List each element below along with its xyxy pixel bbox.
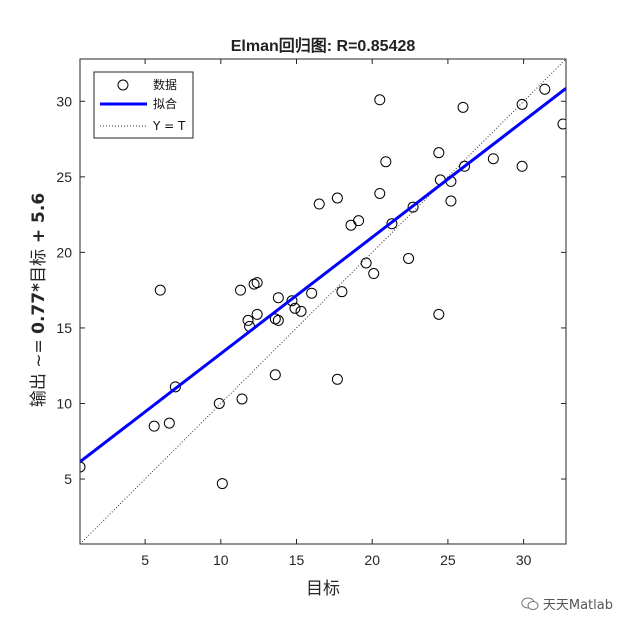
y-tick-label: 25: [56, 169, 72, 185]
data-point: [360, 257, 372, 269]
x-tick-label: 20: [364, 552, 380, 568]
data-point: [487, 153, 499, 165]
data-point: [516, 160, 528, 172]
legend: 数据 拟合 Y = T: [93, 71, 194, 139]
y-tick-label: 5: [64, 471, 72, 487]
data-point: [234, 284, 246, 296]
data-point: [433, 308, 445, 320]
data-point: [286, 295, 298, 307]
data-point: [403, 252, 415, 264]
data-point: [331, 192, 343, 204]
data-point: [272, 314, 284, 326]
y-tick-label: 15: [56, 320, 72, 336]
data-point: [331, 373, 343, 385]
legend-label-data: 数据: [153, 77, 177, 92]
y-tick-label: 30: [56, 93, 72, 109]
data-point: [368, 268, 380, 280]
data-point: [407, 201, 419, 213]
data-point: [433, 147, 445, 159]
y-tick-label: 20: [56, 244, 72, 260]
data-point: [213, 397, 225, 409]
data-point: [169, 381, 181, 393]
chart-title: Elman回归图: R=0.85428: [231, 36, 416, 55]
data-point: [236, 393, 248, 405]
wechat-icon: [521, 597, 539, 610]
data-point: [539, 83, 551, 95]
y-tick-label: 10: [56, 395, 72, 411]
data-point: [459, 160, 471, 172]
data-point: [374, 187, 386, 199]
data-point: [80, 461, 86, 473]
data-point: [557, 118, 566, 130]
identity-line: [80, 59, 566, 544]
data-point: [445, 195, 457, 207]
data-point: [516, 98, 528, 110]
x-tick-label: 5: [141, 552, 149, 568]
x-tick-label: 10: [213, 552, 229, 568]
data-point: [306, 287, 318, 299]
x-axis-label: 目标: [306, 579, 340, 599]
data-point: [289, 302, 301, 314]
data-point: [386, 218, 398, 230]
data-point: [216, 478, 228, 490]
watermark: 天天Matlab: [521, 594, 613, 613]
x-tick-label: 25: [440, 552, 456, 568]
data-point: [336, 286, 348, 298]
x-tick-label: 15: [289, 552, 305, 568]
x-tick-label: 30: [516, 552, 532, 568]
data-point: [154, 284, 166, 296]
legend-label-fit: 拟合: [153, 96, 177, 111]
data-point: [242, 314, 254, 326]
data-point: [269, 369, 281, 381]
data-point: [148, 420, 160, 432]
y-axis-label: 输出 ~= 0.77*目标 + 5.6: [29, 193, 49, 407]
plot-area-frame: [79, 58, 567, 545]
data-point: [251, 277, 263, 289]
data-point: [251, 308, 263, 320]
legend-label-identity: Y = T: [152, 119, 186, 133]
data-point: [272, 292, 284, 304]
data-point: [380, 156, 392, 168]
watermark-text: 天天Matlab: [542, 598, 613, 613]
data-point: [353, 215, 365, 227]
fit-line: [80, 87, 566, 464]
data-point: [374, 94, 386, 106]
data-point: [313, 198, 325, 210]
data-point: [163, 417, 175, 429]
legend-marker-data: [117, 79, 129, 91]
data-point: [457, 101, 469, 113]
data-point: [295, 305, 307, 317]
